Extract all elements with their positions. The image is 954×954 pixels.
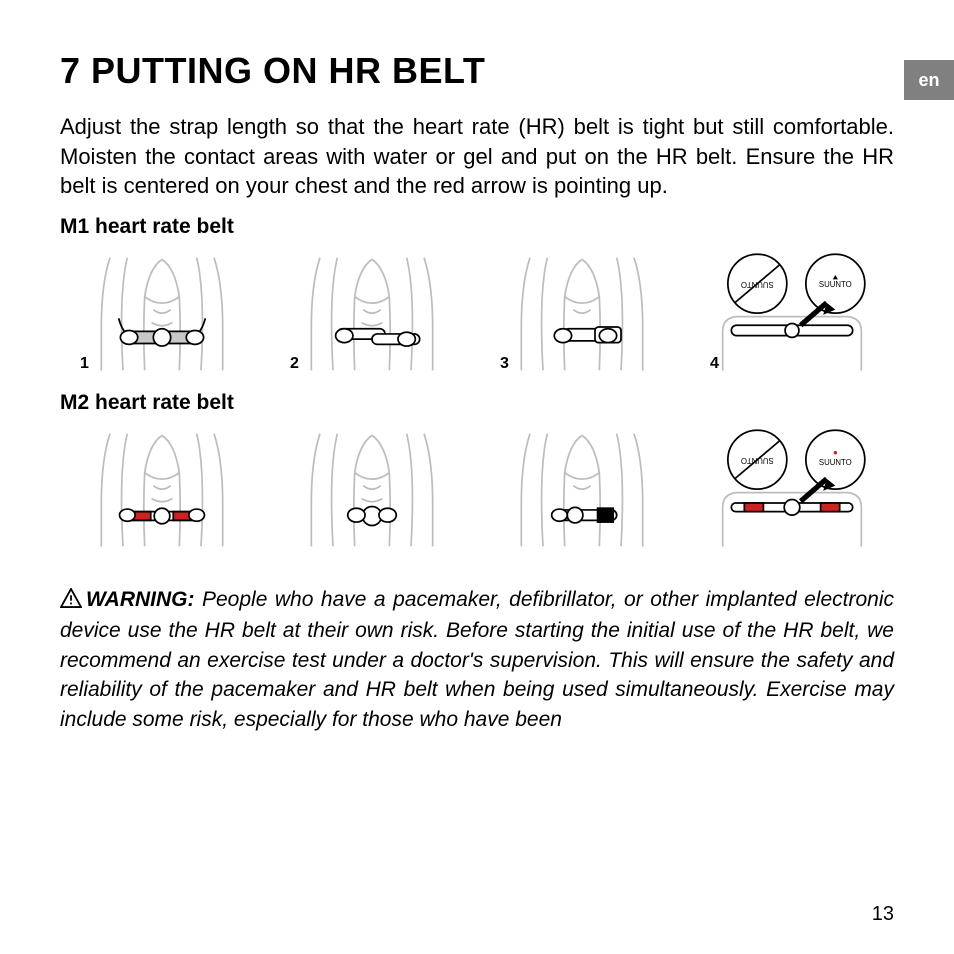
m2-step-1 <box>60 425 264 555</box>
svg-text:SUUNTO: SUUNTO <box>741 456 774 465</box>
step-number: 1 <box>80 355 89 373</box>
orientation-icon: SUUNTO SUUNTO <box>690 249 894 379</box>
torso-icon <box>480 425 684 555</box>
m2-step-3 <box>480 425 684 555</box>
torso-icon <box>60 425 264 555</box>
intro-paragraph: Adjust the strap length so that the hear… <box>60 112 894 201</box>
m1-step-2: 2 <box>270 249 474 379</box>
step-number: 2 <box>290 355 299 373</box>
warning-label: WARNING: <box>86 588 195 611</box>
step-number: 4 <box>710 355 719 373</box>
m2-step-2 <box>270 425 474 555</box>
page-number: 13 <box>872 903 894 926</box>
language-tab: en <box>904 60 954 100</box>
m2-diagram-row: SUUNTO SUUNTO <box>60 421 894 557</box>
torso-icon <box>480 249 684 379</box>
torso-icon <box>270 249 474 379</box>
torso-icon <box>60 249 264 379</box>
m1-step-4: SUUNTO SUUNTO 4 <box>690 249 894 379</box>
warning-icon <box>60 587 82 616</box>
torso-icon <box>270 425 474 555</box>
svg-text:SUUNTO: SUUNTO <box>741 280 774 289</box>
m1-step-3: 3 <box>480 249 684 379</box>
subheading-m1: M1 heart rate belt <box>60 215 894 239</box>
m1-step-1: 1 <box>60 249 264 379</box>
warning-paragraph: WARNING: People who have a pacemaker, de… <box>60 585 894 734</box>
m2-step-4: SUUNTO SUUNTO <box>690 425 894 555</box>
m1-diagram-row: 1 2 <box>60 245 894 381</box>
subheading-m2: M2 heart rate belt <box>60 391 894 415</box>
svg-text:SUUNTO: SUUNTO <box>819 280 852 289</box>
svg-text:SUUNTO: SUUNTO <box>819 458 852 467</box>
step-number: 3 <box>500 355 509 373</box>
orientation-icon: SUUNTO SUUNTO <box>690 425 894 555</box>
page-title: 7 PUTTING ON HR BELT <box>60 50 894 92</box>
